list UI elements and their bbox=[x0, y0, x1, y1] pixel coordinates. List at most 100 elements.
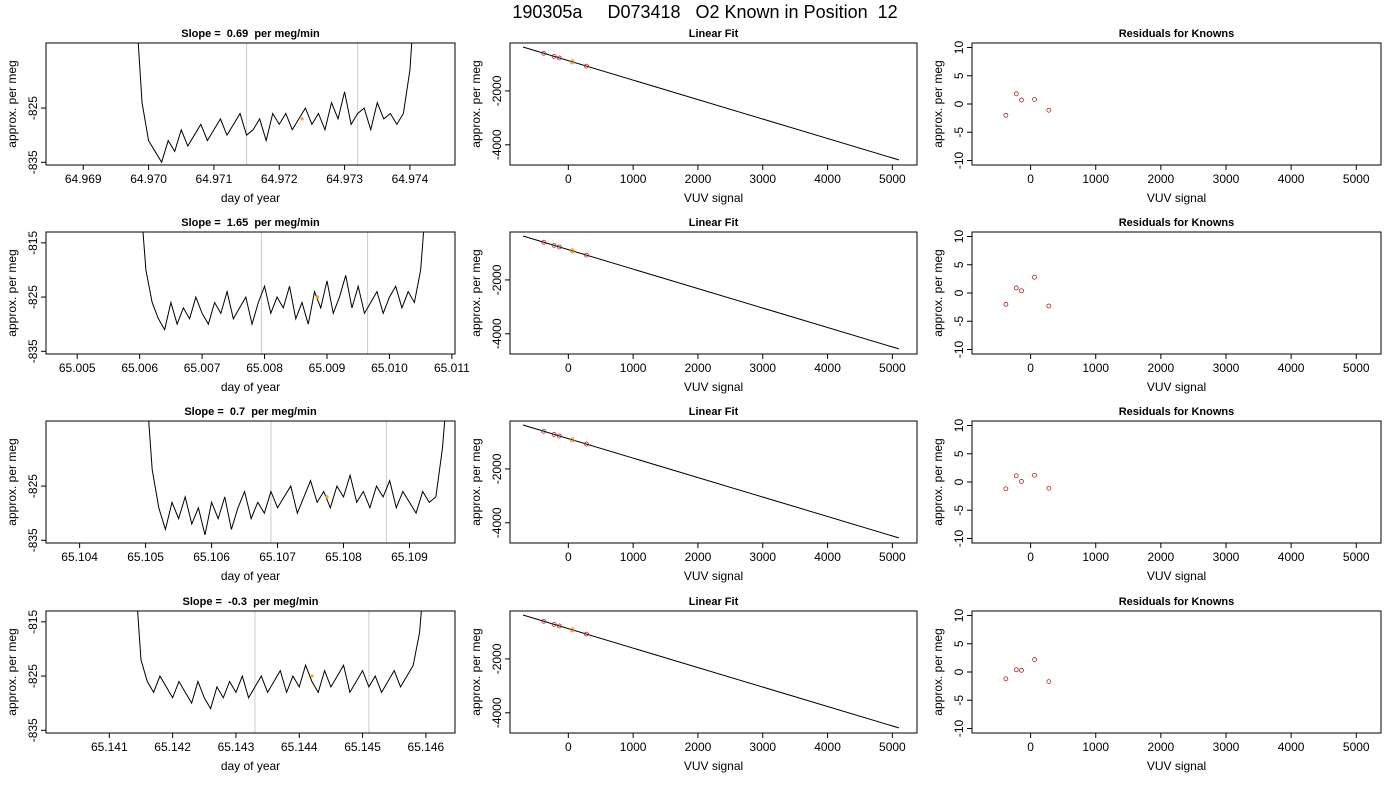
x-tick-label: 1000 bbox=[1082, 740, 1109, 754]
x-tick-label: 1000 bbox=[620, 361, 647, 375]
plot-area bbox=[522, 235, 899, 350]
y-tick-label: -5 bbox=[952, 127, 966, 138]
known-point bbox=[541, 428, 547, 434]
x-tick-label: 1000 bbox=[620, 740, 647, 754]
y-tick-label: -835 bbox=[26, 528, 40, 552]
x-axis-label: VUV signal bbox=[1147, 191, 1206, 205]
y-axis-label: approx. per meg bbox=[5, 438, 19, 525]
y-tick-label: -835 bbox=[26, 339, 40, 363]
y-tick-label: -825 bbox=[26, 285, 40, 309]
known-point bbox=[1019, 479, 1024, 484]
x-axis-label: VUV signal bbox=[684, 569, 743, 583]
known-point bbox=[1046, 485, 1052, 491]
x-tick-label: 1000 bbox=[1082, 361, 1109, 375]
fit-line bbox=[522, 235, 899, 350]
x-tick-label: 4000 bbox=[1278, 550, 1305, 564]
x-tick-label: 4000 bbox=[1278, 172, 1305, 186]
x-tick-label: 5000 bbox=[879, 361, 906, 375]
x-tick-label: 0 bbox=[1027, 361, 1034, 375]
highlight-point bbox=[300, 117, 304, 121]
series-line bbox=[142, 232, 425, 331]
x-tick-label: 64.969 bbox=[65, 172, 102, 186]
x-tick-label: 64.974 bbox=[392, 172, 429, 186]
x-axis-label: VUV signal bbox=[1147, 759, 1206, 773]
x-tick-label: 0 bbox=[565, 550, 572, 564]
sample-point bbox=[569, 627, 575, 633]
y-tick-label: -835 bbox=[26, 150, 40, 174]
plot-area bbox=[1003, 472, 1052, 492]
panel: Linear Fit VUV signal approx. per meg 0 1000… bbox=[469, 217, 918, 394]
x-tick-label: 65.106 bbox=[193, 550, 230, 564]
plot-area bbox=[137, 43, 413, 165]
x-tick-label: 65.146 bbox=[408, 740, 445, 754]
known-point bbox=[1013, 667, 1019, 673]
x-tick-label: 65.005 bbox=[59, 361, 96, 375]
known-point bbox=[556, 55, 562, 61]
x-tick-label: 0 bbox=[565, 740, 572, 754]
x-tick-label: 65.107 bbox=[259, 550, 296, 564]
known-point bbox=[1013, 473, 1019, 479]
y-tick-label: -4000 bbox=[490, 318, 504, 349]
x-tick-label: 0 bbox=[565, 172, 572, 186]
y-tick-label: -835 bbox=[26, 718, 40, 742]
known-point bbox=[1046, 107, 1052, 113]
panel: Slope = -0.3 per meg/min day of year appro… bbox=[5, 596, 456, 773]
plot-frame bbox=[45, 610, 456, 734]
y-tick-label: 0 bbox=[952, 478, 966, 485]
x-tick-label: 3000 bbox=[749, 740, 776, 754]
x-axis-label: VUV signal bbox=[1147, 380, 1206, 394]
panel-title: Slope = -0.3 per meg/min bbox=[182, 596, 318, 608]
known-point bbox=[1019, 667, 1024, 673]
x-tick-label: 2000 bbox=[1148, 740, 1175, 754]
y-axis-label: approx. per meg bbox=[469, 628, 483, 715]
y-tick-label: -5 bbox=[952, 316, 966, 327]
known-point bbox=[1032, 97, 1037, 102]
x-tick-label: 5000 bbox=[1343, 172, 1370, 186]
plot-area bbox=[1003, 657, 1052, 685]
y-tick-label: -815 bbox=[26, 231, 40, 255]
plot-frame bbox=[45, 42, 456, 166]
y-tick-label: -815 bbox=[26, 610, 40, 634]
y-axis-label: approx. per meg bbox=[469, 438, 483, 525]
panel: Linear Fit VUV signal approx. per meg 0 1000… bbox=[469, 28, 918, 205]
y-axis-label: approx. per meg bbox=[931, 249, 945, 336]
x-tick-label: 2000 bbox=[685, 550, 712, 564]
y-tick-label: -2000 bbox=[490, 75, 504, 106]
y-axis-label: approx. per meg bbox=[5, 628, 19, 715]
panel: Linear Fit VUV signal approx. per meg 0 1000… bbox=[469, 596, 918, 773]
plot-frame bbox=[509, 42, 918, 166]
x-axis-label: day of year bbox=[221, 380, 280, 394]
x-tick-label: 1000 bbox=[620, 550, 647, 564]
panel-title: Slope = 0.69 per meg/min bbox=[181, 28, 320, 40]
known-point bbox=[584, 63, 589, 69]
panel: Residuals for Knowns VUV signal approx. pe… bbox=[931, 28, 1382, 205]
y-axis-label: approx. per meg bbox=[5, 249, 19, 336]
y-axis-label: approx. per meg bbox=[931, 438, 945, 525]
x-tick-label: 65.143 bbox=[218, 740, 255, 754]
plot-frame bbox=[509, 610, 918, 734]
known-point bbox=[1013, 91, 1019, 97]
known-point bbox=[1003, 676, 1009, 682]
x-tick-label: 64.971 bbox=[196, 172, 233, 186]
x-tick-label: 0 bbox=[1027, 550, 1034, 564]
x-tick-label: 4000 bbox=[1278, 740, 1305, 754]
plot-frame bbox=[971, 231, 1382, 355]
known-point bbox=[541, 618, 547, 624]
y-tick-label: 5 bbox=[952, 72, 966, 79]
x-tick-label: 3000 bbox=[749, 172, 776, 186]
plot-area bbox=[1003, 91, 1052, 118]
plot-frame bbox=[45, 420, 456, 544]
x-tick-label: 4000 bbox=[1278, 361, 1305, 375]
x-axis-label: day of year bbox=[221, 191, 280, 205]
sample-point bbox=[569, 248, 575, 254]
y-tick-label: -5 bbox=[952, 505, 966, 516]
x-tick-label: 2000 bbox=[1148, 172, 1175, 186]
x-tick-label: 64.972 bbox=[261, 172, 298, 186]
known-point bbox=[556, 244, 562, 250]
y-tick-label: -2000 bbox=[490, 264, 504, 295]
known-point bbox=[1032, 274, 1037, 280]
known-point bbox=[1032, 472, 1037, 478]
x-tick-label: 1000 bbox=[620, 172, 647, 186]
sample-point bbox=[569, 59, 575, 65]
x-axis-label: VUV signal bbox=[684, 380, 743, 394]
